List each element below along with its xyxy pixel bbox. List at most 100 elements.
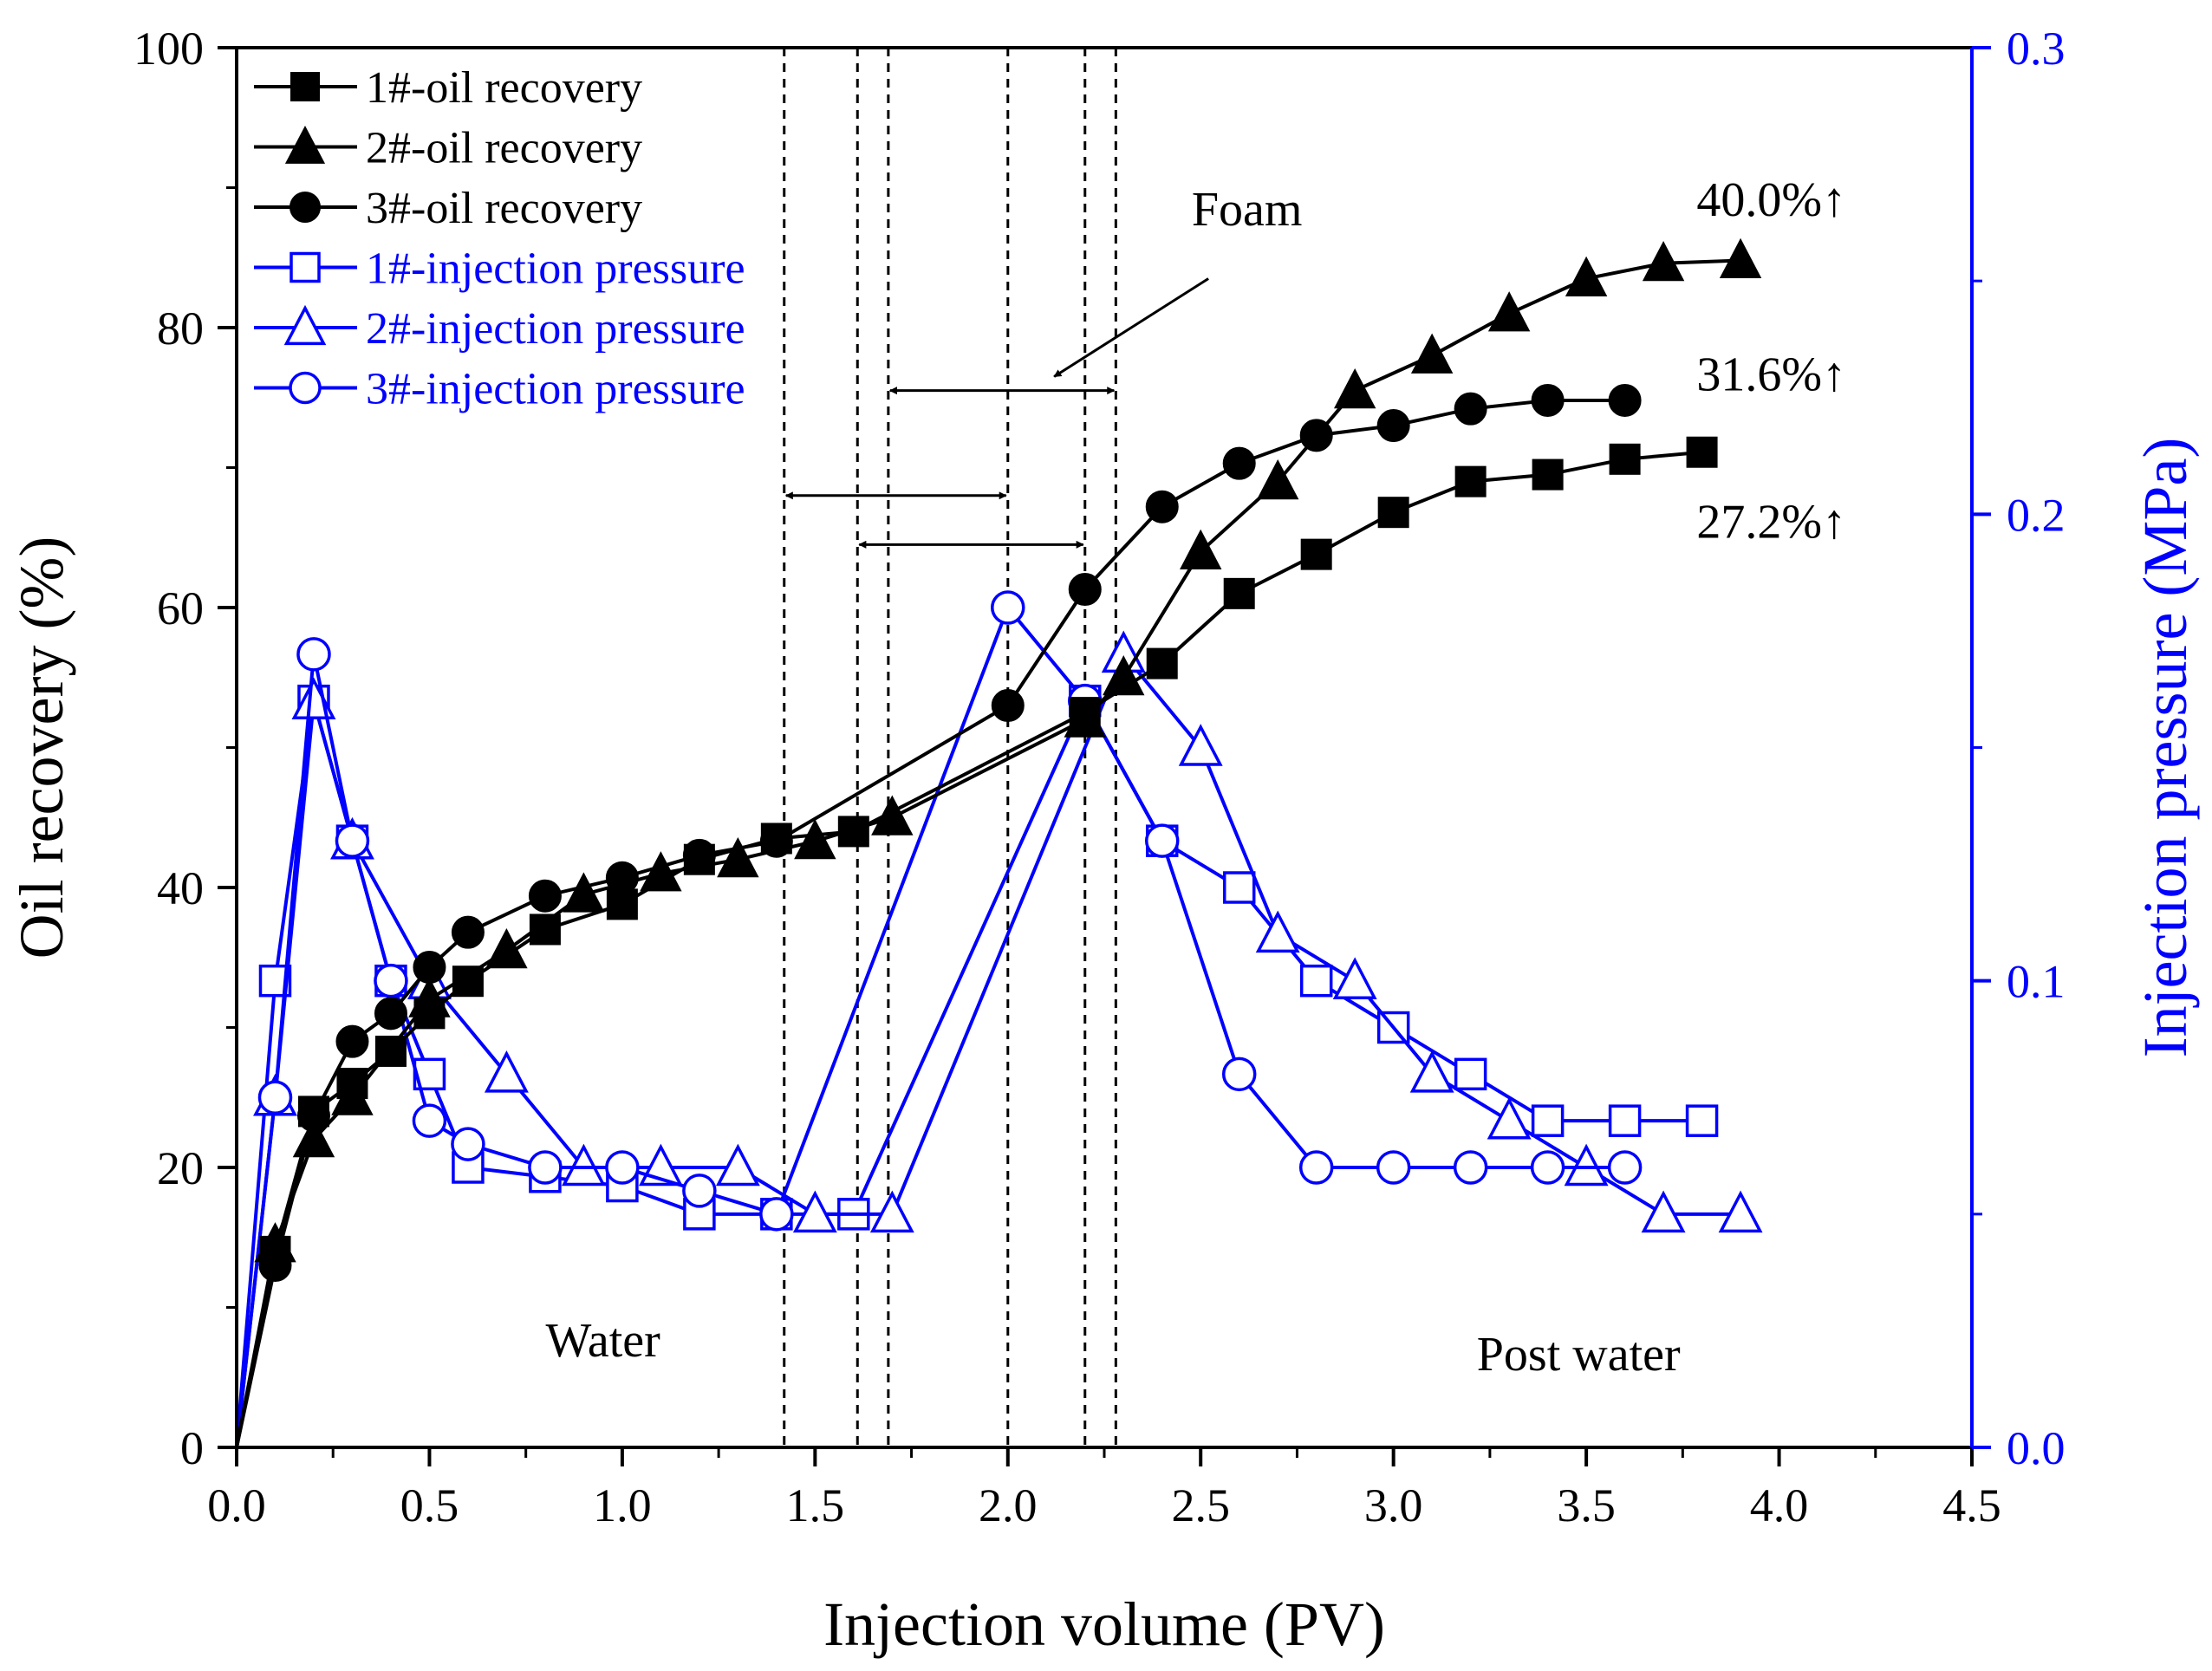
annotation-2: 40.0%↑	[1696, 173, 1846, 227]
x-tick-label: 3.0	[1364, 1479, 1423, 1531]
data-point	[335, 1024, 369, 1058]
data-point	[1608, 1104, 1642, 1137]
data-point	[1641, 1190, 1686, 1233]
data-point	[412, 1103, 447, 1138]
data-point	[374, 997, 407, 1031]
data-point	[759, 824, 793, 858]
data-point	[1178, 724, 1223, 766]
data-point	[1454, 392, 1487, 426]
legend-entry-6: 3#-injection pressure	[254, 365, 745, 414]
data-point	[1609, 443, 1641, 475]
x-tick-label: 0.5	[400, 1479, 459, 1531]
data-point	[1223, 577, 1255, 609]
x-tick-label: 4.0	[1750, 1479, 1809, 1531]
data-point	[331, 1075, 374, 1115]
data-point	[1454, 1057, 1487, 1091]
y-tick-label: 40	[157, 862, 204, 914]
annotation-3: 31.6%↑	[1696, 348, 1846, 402]
y2-tick-label: 0.3	[2007, 23, 2066, 75]
x-tick-label: 0.0	[207, 1479, 266, 1531]
y-tick-label: 0	[180, 1422, 204, 1474]
data-point	[715, 1143, 760, 1187]
x-axis-title: Injection volume (PV)	[823, 1590, 1385, 1659]
data-point	[1531, 1104, 1565, 1137]
annotation-1: Foam	[1192, 183, 1303, 237]
legend-entry-1: 1#-oil recovery	[254, 63, 642, 113]
legend-label: 3#-injection pressure	[366, 365, 745, 414]
data-point	[1222, 446, 1256, 480]
data-point	[1222, 871, 1256, 904]
data-point	[606, 888, 638, 920]
data-point	[1332, 957, 1377, 999]
data-point	[1530, 1150, 1565, 1185]
data-point	[451, 915, 485, 949]
legend-marker	[284, 125, 326, 164]
data-point	[1221, 1057, 1257, 1092]
annotation-6: Post water	[1477, 1328, 1681, 1382]
data-point	[1719, 237, 1762, 279]
data-point	[640, 851, 682, 892]
legend-entry-4: 1#-injection pressure	[254, 244, 745, 294]
y2-tick-label: 0.0	[2007, 1422, 2066, 1474]
data-point	[1146, 647, 1178, 679]
legend: 1#-oil recovery 2#-oil recovery 3#-oil rec…	[254, 63, 745, 414]
y-axis-title: Oil recovery (%)	[7, 536, 76, 959]
data-point	[1487, 1096, 1532, 1140]
legend-label: 3#-oil recovery	[366, 184, 642, 233]
data-point	[991, 590, 1025, 625]
data-point	[1565, 256, 1608, 297]
x-tick-label: 4.5	[1942, 1479, 2001, 1531]
data-point	[991, 689, 1025, 723]
x-tick-label: 1.0	[593, 1479, 652, 1531]
data-point	[408, 977, 451, 1018]
data-point	[1718, 1190, 1763, 1233]
series-line-1	[235, 450, 1702, 1448]
data-point	[296, 637, 331, 672]
y2-tick-label: 0.2	[2007, 489, 2066, 541]
data-point	[1145, 490, 1179, 523]
data-point	[1642, 241, 1685, 282]
annotation-5: Water	[545, 1314, 660, 1368]
stage-boundaries	[783, 48, 1117, 1447]
data-point	[335, 823, 370, 858]
legend-label: 1#-injection pressure	[366, 244, 745, 294]
data-point	[1333, 367, 1376, 409]
legend-label: 1#-oil recovery	[366, 63, 642, 113]
data-point	[374, 963, 408, 998]
legend-entry-3: 3#-oil recovery	[254, 184, 642, 233]
data-point	[794, 818, 836, 860]
series-line-5	[235, 650, 1741, 1448]
data-point	[1180, 529, 1222, 569]
data-point	[792, 1190, 837, 1233]
legend-marker	[290, 251, 321, 283]
data-point	[1686, 436, 1718, 468]
data-point	[1409, 1050, 1454, 1093]
data-point	[484, 1050, 529, 1093]
legend-entry-5: 2#-injection pressure	[254, 304, 745, 354]
data-point	[413, 1057, 446, 1091]
data-point	[413, 951, 446, 985]
data-point	[451, 1127, 485, 1161]
series-2	[235, 237, 1762, 1448]
data-point	[1608, 383, 1642, 417]
x-tick-label: 2.5	[1171, 1479, 1230, 1531]
foam-arrow	[1053, 277, 1209, 378]
legend-entry-2: 2#-oil recovery	[254, 124, 642, 173]
data-point	[1064, 697, 1106, 738]
data-point	[257, 1080, 293, 1115]
series-6	[235, 590, 1643, 1448]
data-point	[1255, 910, 1300, 953]
data-point	[871, 795, 914, 836]
data-point	[1144, 823, 1180, 858]
data-point	[682, 1174, 717, 1208]
legend-label: 2#-injection pressure	[366, 304, 745, 354]
data-point	[759, 1197, 794, 1232]
data-point	[529, 914, 561, 946]
data-point	[1532, 458, 1564, 491]
data-point	[528, 1150, 563, 1185]
x-tick-label: 2.0	[979, 1479, 1038, 1531]
series-3	[235, 383, 1642, 1448]
data-point	[869, 1190, 914, 1233]
legend-marker	[289, 371, 322, 405]
